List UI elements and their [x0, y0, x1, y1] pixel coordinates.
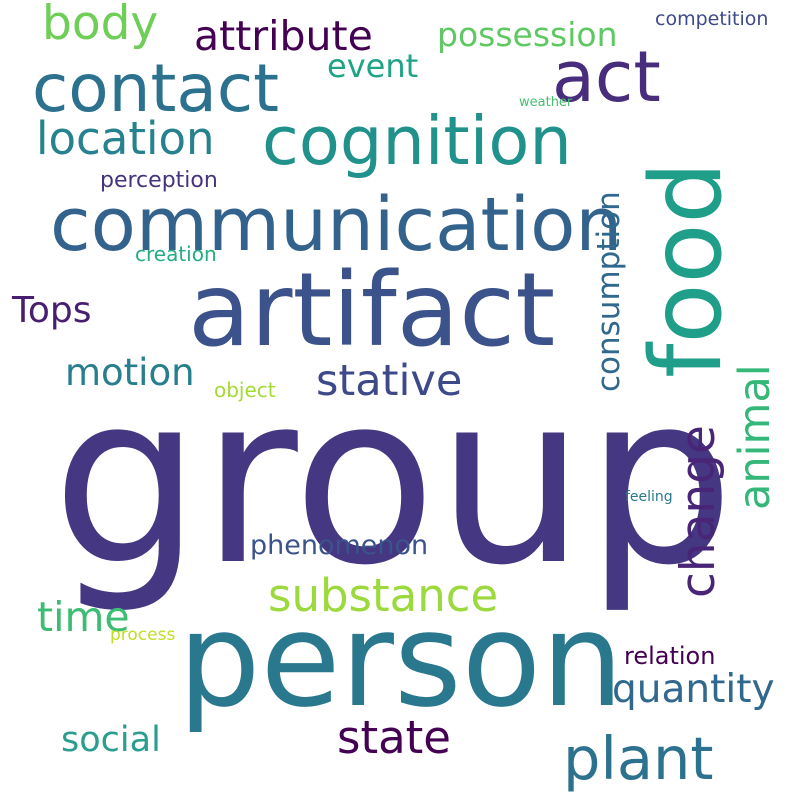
- word-change: change: [671, 425, 726, 598]
- word-relation: relation: [624, 642, 716, 670]
- word-food: food: [630, 161, 744, 378]
- word-person: person: [178, 584, 624, 736]
- word-body: body: [42, 0, 159, 51]
- word-state: state: [337, 711, 451, 764]
- word-artifact: artifact: [188, 251, 556, 370]
- word-act: act: [552, 36, 661, 118]
- word-perception: perception: [100, 168, 218, 193]
- word-possession: possession: [437, 15, 618, 54]
- word-event: event: [327, 47, 419, 85]
- word-attribute: attribute: [194, 12, 373, 60]
- word-feeling: feeling: [625, 489, 673, 505]
- word-location: location: [36, 112, 215, 165]
- word-social: social: [61, 720, 161, 760]
- word-time: time: [37, 593, 130, 641]
- word-animal: animal: [730, 364, 780, 510]
- word-creation: creation: [135, 242, 217, 266]
- word-plant: plant: [563, 724, 714, 793]
- word-stative: stative: [316, 356, 463, 406]
- word-motion: motion: [65, 351, 195, 394]
- word-cognition: cognition: [262, 102, 572, 180]
- word-substance: substance: [268, 569, 499, 622]
- word-weather: weather: [519, 95, 573, 110]
- word-consumption: consumption: [591, 191, 627, 392]
- word-process: process: [110, 625, 176, 645]
- word-communication: communication: [50, 182, 623, 268]
- word-phenomenon: phenomenon: [250, 530, 429, 561]
- word-object: object: [214, 378, 276, 402]
- word-group: group: [52, 344, 735, 617]
- word-competition: competition: [655, 8, 769, 30]
- word-contact: contact: [32, 50, 279, 127]
- word-tops: Tops: [12, 290, 92, 331]
- word-quantity: quantity: [612, 667, 775, 712]
